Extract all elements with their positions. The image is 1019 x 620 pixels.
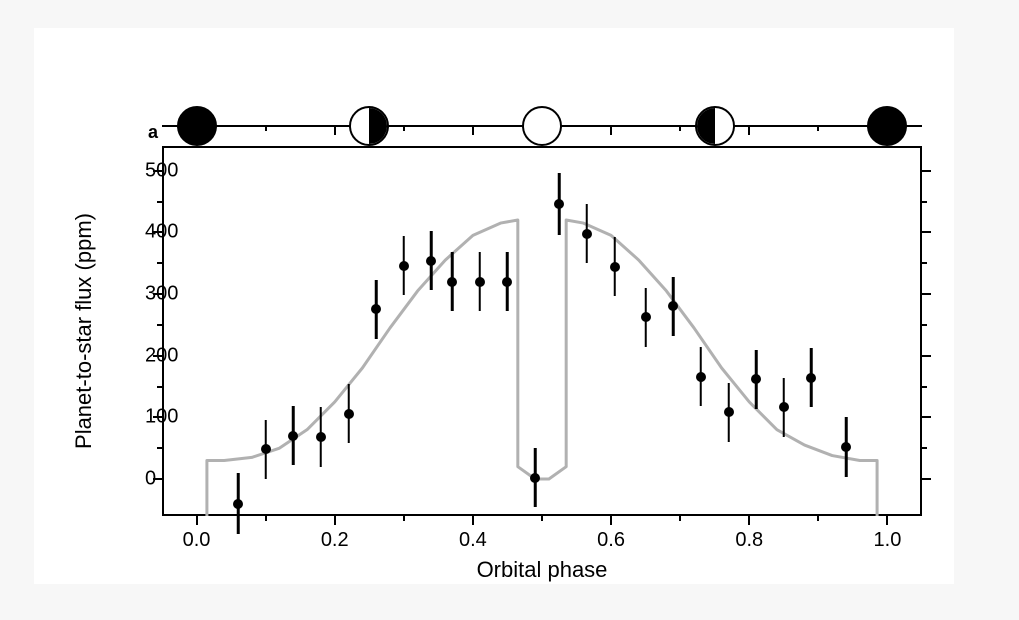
phase-icon-half <box>697 108 715 144</box>
data-point <box>371 304 381 314</box>
x-tick-top <box>334 126 336 135</box>
x-minor-tick-top <box>265 126 267 131</box>
model-curve-line <box>207 220 877 516</box>
data-point <box>841 442 851 452</box>
x-axis-title: Orbital phase <box>477 557 608 583</box>
data-point <box>261 444 271 454</box>
y-minor-tick <box>157 262 162 264</box>
data-point <box>530 473 540 483</box>
x-minor-tick <box>541 516 543 521</box>
data-point <box>806 373 816 383</box>
data-point <box>779 402 789 412</box>
y-tick-right <box>922 478 931 480</box>
x-tick <box>886 516 888 525</box>
x-tick-label: 0.8 <box>735 529 763 552</box>
x-tick-label: 1.0 <box>874 529 902 552</box>
y-axis-title: Planet-to-star flux (ppm) <box>71 213 97 449</box>
x-tick-top <box>748 126 750 135</box>
model-curve <box>162 146 922 516</box>
x-tick-label: 0.2 <box>321 529 349 552</box>
y-minor-tick-right <box>922 386 927 388</box>
x-tick <box>610 516 612 525</box>
x-minor-tick <box>817 516 819 521</box>
panel-label: a <box>148 122 158 143</box>
y-minor-tick <box>157 324 162 326</box>
x-tick <box>748 516 750 525</box>
x-tick-label: 0.4 <box>459 529 487 552</box>
y-minor-tick <box>157 201 162 203</box>
plot-area: 0.00.20.40.60.81.0 0100200300400500 a <box>162 146 922 516</box>
x-tick <box>334 516 336 525</box>
data-point <box>426 256 436 266</box>
data-point <box>641 312 651 322</box>
y-tick-right <box>922 293 931 295</box>
x-tick-label: 0.6 <box>597 529 625 552</box>
y-minor-tick-right <box>922 201 927 203</box>
x-tick <box>472 516 474 525</box>
y-minor-tick-right <box>922 262 927 264</box>
data-point <box>502 277 512 287</box>
data-point <box>751 374 761 384</box>
phase-icon <box>695 106 735 146</box>
y-tick-right <box>922 170 931 172</box>
y-tick-right <box>922 231 931 233</box>
data-point <box>288 431 298 441</box>
phase-icon <box>867 106 907 146</box>
data-point <box>475 277 485 287</box>
data-point <box>316 432 326 442</box>
x-minor-tick-top <box>679 126 681 131</box>
y-tick-right <box>922 416 931 418</box>
y-minor-tick-right <box>922 447 927 449</box>
data-point <box>554 199 564 209</box>
data-point <box>233 499 243 509</box>
y-minor-tick-right <box>922 324 927 326</box>
x-minor-tick-top <box>817 126 819 131</box>
x-minor-tick <box>679 516 681 521</box>
figure-panel: 0.00.20.40.60.81.0 0100200300400500 a Or… <box>34 28 954 584</box>
data-point <box>447 277 457 287</box>
data-point <box>344 409 354 419</box>
y-minor-tick <box>157 386 162 388</box>
data-point <box>610 262 620 272</box>
y-tick-right <box>922 355 931 357</box>
x-minor-tick <box>265 516 267 521</box>
x-tick-label: 0.0 <box>183 529 211 552</box>
phase-icon-half <box>369 108 387 144</box>
data-point <box>668 301 678 311</box>
phase-icon <box>349 106 389 146</box>
y-minor-tick <box>157 447 162 449</box>
data-point <box>399 261 409 271</box>
x-tick <box>196 516 198 525</box>
phase-icon <box>177 106 217 146</box>
data-point <box>582 229 592 239</box>
phase-icon <box>522 106 562 146</box>
x-minor-tick-top <box>403 126 405 131</box>
x-minor-tick <box>403 516 405 521</box>
x-tick-top <box>610 126 612 135</box>
data-point <box>724 407 734 417</box>
x-tick-top <box>472 126 474 135</box>
data-point <box>696 372 706 382</box>
